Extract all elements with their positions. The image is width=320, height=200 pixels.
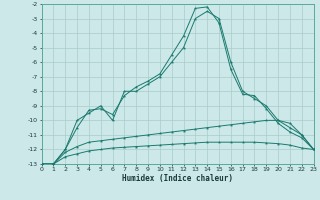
X-axis label: Humidex (Indice chaleur): Humidex (Indice chaleur): [122, 174, 233, 183]
